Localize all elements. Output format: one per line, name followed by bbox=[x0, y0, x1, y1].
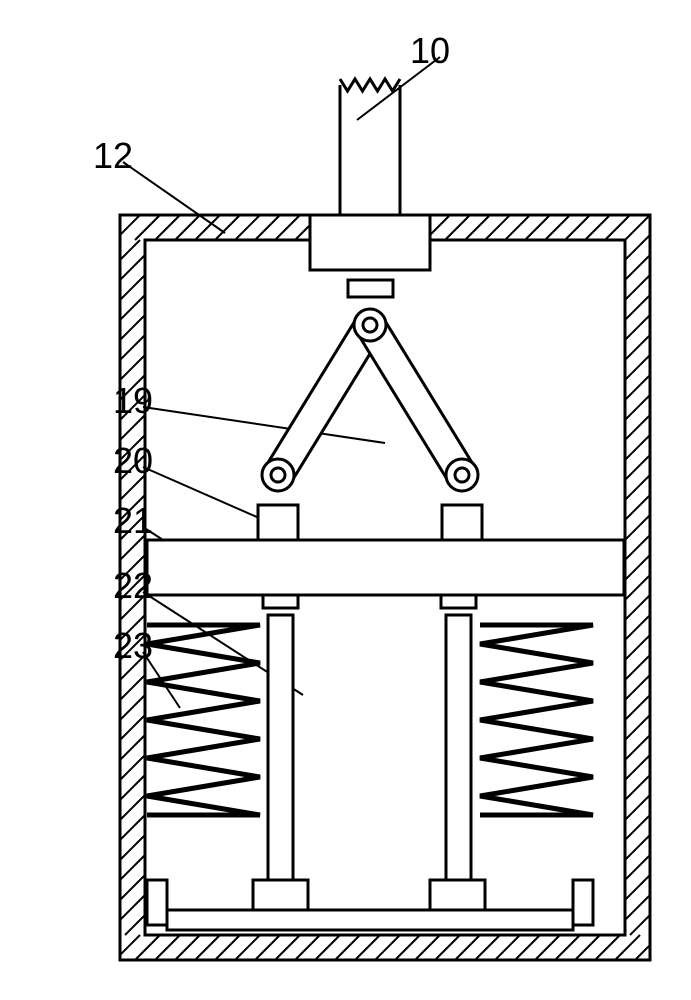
svg-text:12: 12 bbox=[93, 135, 133, 176]
engineering-diagram: 10 12 19 20 21 22 23 bbox=[0, 0, 691, 1000]
svg-text:23: 23 bbox=[113, 625, 153, 666]
svg-text:19: 19 bbox=[113, 380, 153, 421]
svg-text:20: 20 bbox=[113, 440, 153, 481]
svg-text:22: 22 bbox=[113, 565, 153, 606]
svg-text:21: 21 bbox=[113, 500, 153, 541]
svg-text:10: 10 bbox=[410, 30, 450, 71]
